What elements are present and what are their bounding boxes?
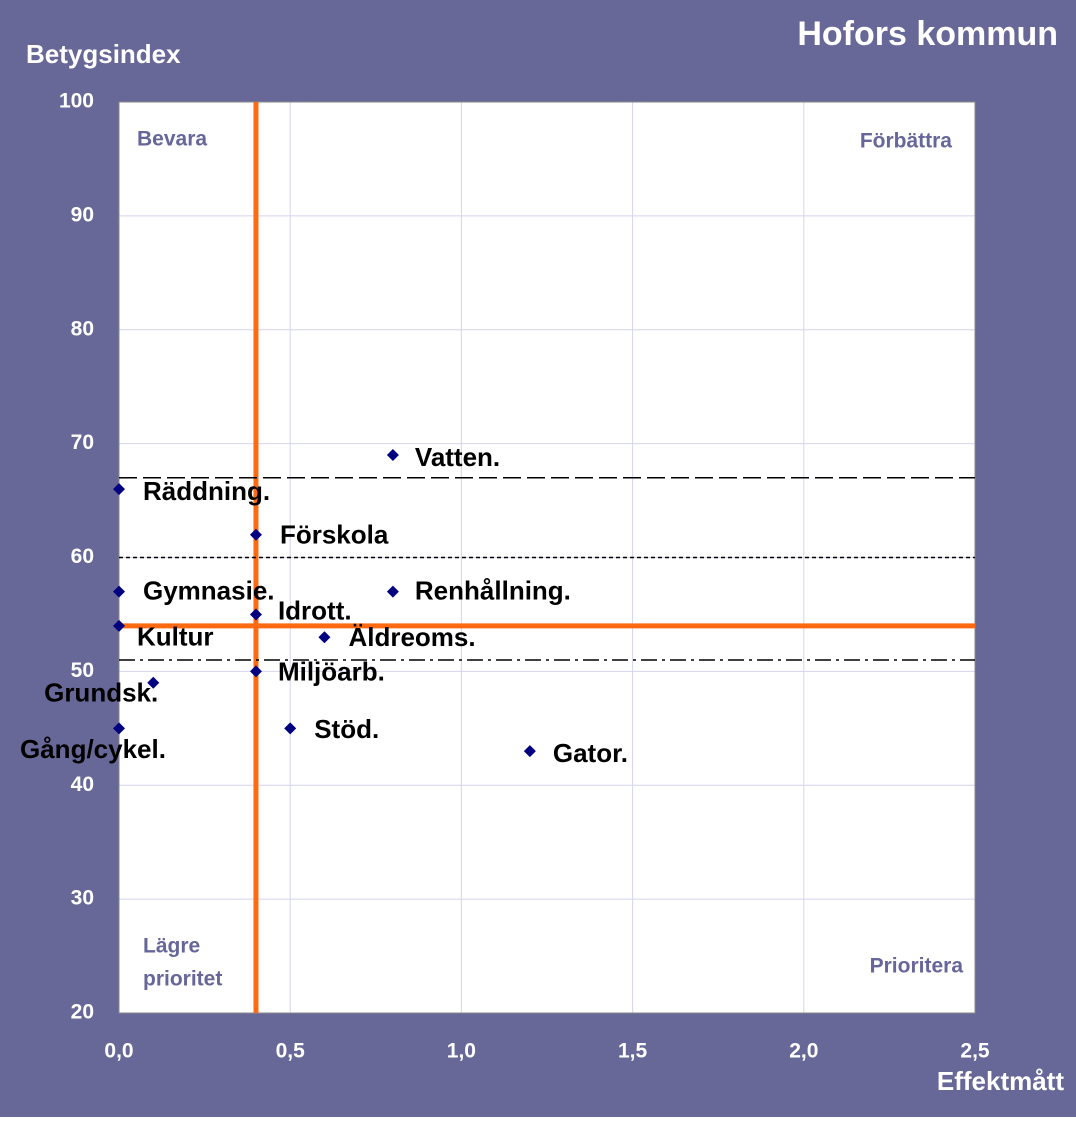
y-tick-label: 40: [71, 773, 94, 796]
quadrant-label: Förbättra: [860, 130, 952, 153]
point: [249, 608, 262, 621]
point: [147, 676, 160, 689]
x-tick-label: 1,5: [618, 1040, 648, 1063]
x-tick-label: 0,0: [104, 1040, 133, 1063]
y-tick-label: 70: [71, 431, 94, 454]
y-tick-label: 90: [71, 203, 94, 226]
point: [386, 585, 399, 598]
point-label: Räddning.: [143, 476, 270, 506]
quadrant-label: Prioritera: [870, 955, 964, 978]
quadrant-label: Lägre: [143, 935, 200, 958]
point-label: Idrott.: [278, 595, 352, 625]
y-tick-label: 20: [71, 1001, 94, 1024]
point: [113, 585, 125, 598]
y-tick-label: 80: [71, 317, 94, 340]
point-label: Kultur: [137, 622, 214, 652]
point-label: Gång/cykel.: [20, 734, 166, 764]
quadrant-label: Bevara: [137, 128, 207, 151]
point-label: Renhållning.: [415, 576, 571, 606]
x-tick-label: 1,0: [447, 1040, 476, 1063]
point-label: Gymnasie.: [143, 576, 275, 606]
point: [113, 619, 125, 632]
point-label: Miljöarb.: [278, 656, 385, 686]
y-tick-label: 60: [71, 545, 94, 568]
point: [284, 722, 297, 735]
point: [113, 483, 125, 496]
point: [318, 631, 331, 644]
y-tick-label: 50: [71, 659, 94, 682]
point: [523, 745, 536, 758]
point: [113, 722, 125, 735]
point-label: Grundsk.: [44, 678, 158, 708]
y-tick-label: 30: [71, 887, 94, 910]
x-tick-label: 0,5: [276, 1040, 306, 1063]
point: [386, 449, 399, 462]
quadrant-label: prioritet: [143, 968, 222, 991]
y-axis-label: Betygsindex: [26, 39, 181, 69]
point: [249, 665, 262, 678]
point-label: Stöd.: [314, 714, 379, 744]
point-label: Förskola: [280, 520, 389, 550]
point-label: Vatten.: [415, 442, 500, 472]
point-label: Gator.: [553, 738, 628, 768]
x-tick-label: 2,0: [789, 1040, 818, 1063]
x-axis-label: Effektmått: [937, 1066, 1064, 1096]
point-label: Äldreoms.: [348, 622, 475, 652]
point: [249, 528, 262, 541]
y-tick-label: 100: [59, 90, 94, 113]
x-tick-label: 2,5: [960, 1040, 990, 1063]
chart-title: Hofors kommun: [797, 15, 1058, 53]
